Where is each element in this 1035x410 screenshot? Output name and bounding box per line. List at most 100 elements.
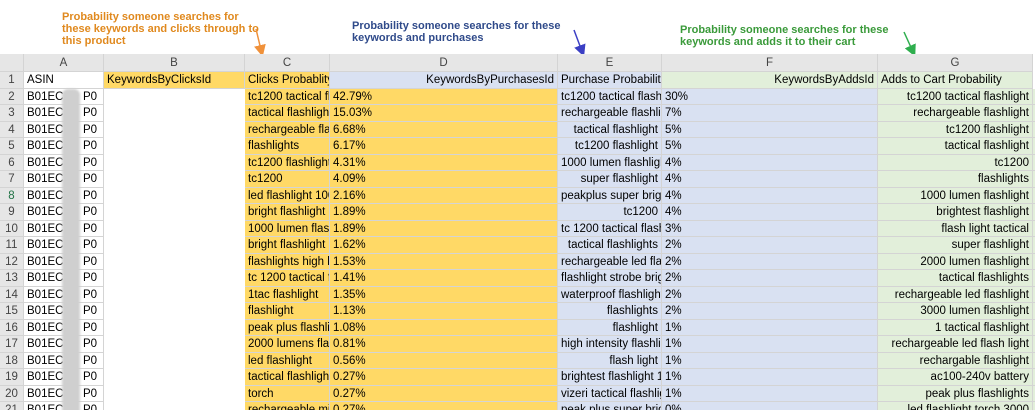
header-cell: ASIN — [24, 72, 104, 89]
cell: tactical flashlights — [558, 237, 662, 254]
cell: 1.13% — [330, 303, 558, 320]
cell: 42% — [1033, 88, 1035, 105]
cell: rechargeable flashlight — [558, 105, 662, 122]
asin-end: P0 — [83, 189, 98, 202]
row-number: 17 — [0, 336, 24, 353]
cell: 2% — [662, 253, 878, 270]
cell: tactical flashlight — [878, 138, 1033, 155]
cell: tc1200 flashlight — [878, 121, 1033, 138]
header-cell: Clicks Probablity — [245, 72, 330, 89]
cell: flashlights — [878, 171, 1033, 188]
cell: 0% — [662, 402, 878, 410]
cell: 0.56% — [330, 352, 558, 369]
cell: 1% — [1033, 336, 1035, 353]
asin-end: P0 — [83, 404, 98, 410]
asin-start: B01EC — [27, 140, 64, 152]
asin-end: P0 — [83, 90, 98, 103]
cell: 3% — [1033, 187, 1035, 204]
asin-start: B01EC — [27, 123, 64, 136]
asin-end: P0 — [83, 239, 98, 251]
cell: 3000 lumen flashlight — [878, 303, 1033, 320]
row-number: 12 — [0, 253, 24, 270]
cell: 1% — [662, 336, 878, 353]
cell: 2% — [662, 237, 878, 254]
asin-end: P0 — [83, 156, 98, 169]
cell: rechargable flashlight — [878, 352, 1033, 369]
cell: 1% — [1033, 303, 1035, 320]
asin-start: B01EC — [27, 272, 64, 284]
cell: 5% — [1033, 121, 1035, 138]
column-header: B — [104, 54, 245, 72]
cell: rechargeable flashlight — [245, 121, 330, 138]
cell: 2% — [662, 286, 878, 303]
asin-start: B01EC — [27, 255, 64, 268]
cell: rechargeable mini bright flas — [245, 402, 330, 410]
asin-end: P0 — [83, 321, 98, 334]
asin-start: B01EC — [27, 305, 64, 317]
arrow — [573, 29, 586, 57]
cell: 4% — [662, 204, 878, 221]
asin-end: P0 — [83, 206, 98, 218]
cell: flash light tactical — [878, 220, 1033, 237]
cell: 2000 lumen flashlight — [878, 253, 1033, 270]
cell: 1% — [1033, 270, 1035, 287]
cell: 1% — [1033, 385, 1035, 402]
asin-end: P0 — [83, 338, 98, 350]
cell: bright flashlight 50000 lumen — [245, 204, 330, 221]
row-number: 16 — [0, 319, 24, 336]
annotation: Probability someone searches for these k… — [62, 11, 259, 47]
cell: 4% — [1033, 154, 1035, 171]
row-number: 20 — [0, 385, 24, 402]
column-header: A — [24, 54, 104, 72]
asin-end: P0 — [83, 123, 98, 136]
cell: 1% — [1033, 352, 1035, 369]
cell: torch — [245, 385, 330, 402]
asin-start: B01EC — [27, 288, 64, 301]
cell: 1% — [1033, 319, 1035, 336]
arrow — [254, 28, 266, 57]
cell: 1tac flashlight — [245, 286, 330, 303]
row-number: 14 — [0, 286, 24, 303]
asin-start: B01EC — [27, 387, 64, 400]
cell: 1% — [1033, 369, 1035, 386]
asin-start: B01EC — [27, 189, 64, 202]
cell: 2% — [1033, 220, 1035, 237]
cell: rechargeable flashlight — [878, 105, 1033, 122]
asin-end: P0 — [83, 173, 98, 185]
asin-start: B01EC — [27, 156, 64, 169]
cell: flashlight — [558, 319, 662, 336]
corner — [0, 54, 24, 72]
cell: 6.68% — [330, 121, 558, 138]
cell: 4% — [662, 171, 878, 188]
asin-start: B01EC — [27, 90, 64, 103]
cell: peak plus flashlights — [878, 385, 1033, 402]
annotation: Probability someone searches for these k… — [352, 20, 561, 44]
row-number: 15 — [0, 303, 24, 320]
row-number: 2 — [0, 88, 24, 105]
cell: 1.89% — [330, 220, 558, 237]
cell: 1 tactical flashlight — [878, 319, 1033, 336]
cell: 7% — [662, 105, 878, 122]
column-header: G — [878, 54, 1033, 72]
row-number: 18 — [0, 352, 24, 369]
cell: 2% — [1033, 237, 1035, 254]
cell: 5% — [1033, 138, 1035, 155]
cell: 3% — [1033, 171, 1035, 188]
asin-end: P0 — [83, 222, 98, 235]
row-number: 10 — [0, 220, 24, 237]
cell: tc1200 — [558, 204, 662, 221]
cell: 1000 lumen flashlight — [878, 187, 1033, 204]
cell: 3% — [662, 220, 878, 237]
cell: tc 1200 tactical flashlight — [558, 220, 662, 237]
cell: 0.27% — [330, 402, 558, 410]
cell: peak plus super bright led tactical flas… — [558, 402, 662, 410]
cell: 6.17% — [330, 138, 558, 155]
cell: 2000 lumens flashlight — [245, 336, 330, 353]
cell: tc1200 flashlight — [245, 154, 330, 171]
cell: 1% — [1033, 286, 1035, 303]
cell: 1% — [662, 319, 878, 336]
column-header: C — [245, 54, 330, 72]
cell: tactical flashlight — [558, 121, 662, 138]
cell: rechargeable led flashlight — [558, 253, 662, 270]
